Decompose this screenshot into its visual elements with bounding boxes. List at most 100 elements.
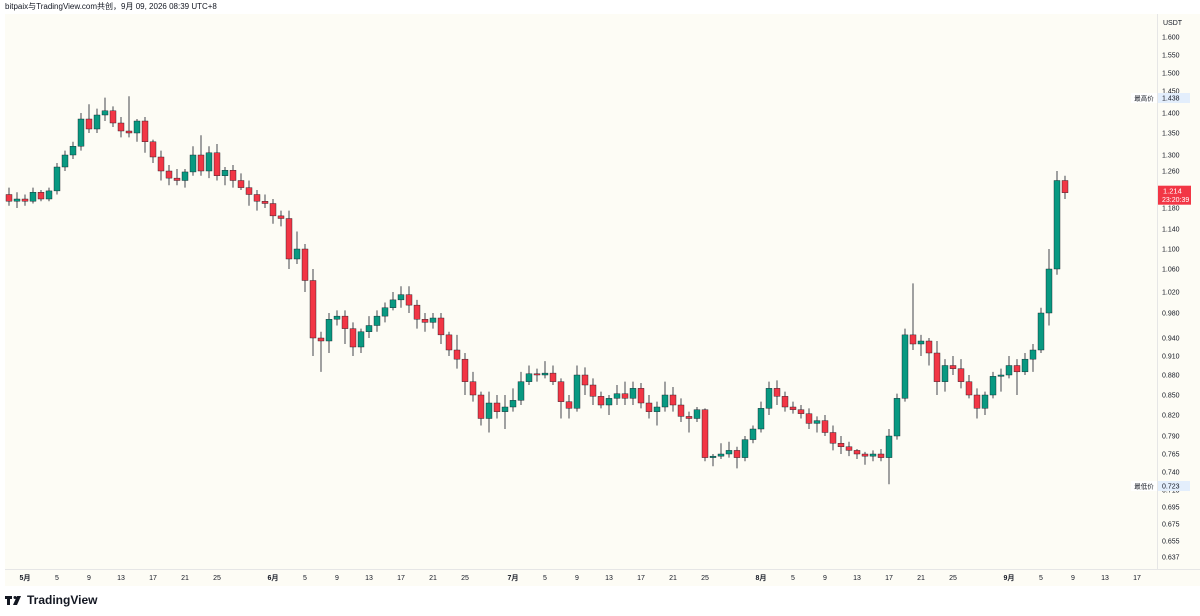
candle[interactable] xyxy=(461,353,469,395)
candle[interactable] xyxy=(357,328,365,353)
candle[interactable] xyxy=(397,286,405,308)
candle[interactable] xyxy=(45,187,53,202)
candle[interactable] xyxy=(365,316,373,338)
candle[interactable] xyxy=(733,446,741,469)
candle[interactable] xyxy=(269,199,277,224)
candle[interactable] xyxy=(405,286,413,313)
candle[interactable] xyxy=(133,119,141,142)
time-axis[interactable] xyxy=(5,569,1200,587)
candle[interactable] xyxy=(229,165,237,188)
candle[interactable] xyxy=(445,331,453,356)
candle[interactable] xyxy=(589,378,597,405)
candle[interactable] xyxy=(517,371,525,405)
candle[interactable] xyxy=(821,415,829,436)
candle[interactable] xyxy=(621,381,629,405)
candle[interactable] xyxy=(373,310,381,332)
candle[interactable] xyxy=(613,385,621,405)
candle[interactable] xyxy=(93,108,101,133)
candle[interactable] xyxy=(109,106,117,127)
candle[interactable] xyxy=(757,401,765,433)
candle[interactable] xyxy=(989,371,997,399)
candle[interactable] xyxy=(173,169,181,186)
candle[interactable] xyxy=(85,104,93,133)
candle[interactable] xyxy=(709,454,717,467)
candle[interactable] xyxy=(61,150,69,171)
candle[interactable] xyxy=(381,302,389,323)
candle[interactable] xyxy=(277,210,285,227)
candle[interactable] xyxy=(941,359,949,392)
candle[interactable] xyxy=(181,169,189,188)
candle[interactable] xyxy=(493,395,501,419)
candle[interactable] xyxy=(477,391,485,426)
candle[interactable] xyxy=(685,411,693,433)
candle[interactable] xyxy=(213,144,221,181)
candle[interactable] xyxy=(933,341,941,395)
candle[interactable] xyxy=(973,388,981,419)
candle[interactable] xyxy=(245,180,253,206)
candle[interactable] xyxy=(317,331,325,372)
candle[interactable] xyxy=(861,451,869,465)
candle[interactable] xyxy=(37,190,45,202)
candle[interactable] xyxy=(893,393,901,440)
candle[interactable] xyxy=(813,416,821,433)
candle[interactable] xyxy=(997,368,1005,392)
candle[interactable] xyxy=(1005,356,1013,379)
candle[interactable] xyxy=(637,383,645,409)
candle[interactable] xyxy=(237,173,245,190)
plot-area[interactable] xyxy=(5,14,1157,569)
candle[interactable] xyxy=(509,388,517,412)
candle[interactable] xyxy=(197,135,205,176)
candle[interactable] xyxy=(549,365,557,386)
candle[interactable] xyxy=(205,146,213,179)
candle[interactable] xyxy=(165,165,173,186)
candle[interactable] xyxy=(645,395,653,419)
candle[interactable] xyxy=(773,380,781,405)
candle[interactable] xyxy=(21,194,29,206)
candle[interactable] xyxy=(949,356,957,375)
candle[interactable] xyxy=(5,187,13,206)
candle[interactable] xyxy=(77,113,85,151)
candle[interactable] xyxy=(797,405,805,419)
candle[interactable] xyxy=(781,391,789,412)
candle[interactable] xyxy=(149,139,157,163)
candle[interactable] xyxy=(261,194,269,209)
candle[interactable] xyxy=(325,313,333,353)
candle[interactable] xyxy=(581,367,589,395)
candle[interactable] xyxy=(1053,171,1061,275)
candle[interactable] xyxy=(669,387,677,412)
candle[interactable] xyxy=(869,450,877,462)
candle[interactable] xyxy=(717,443,725,460)
candle[interactable] xyxy=(661,381,669,412)
candle[interactable] xyxy=(1037,307,1045,353)
candle[interactable] xyxy=(597,391,605,409)
candle[interactable] xyxy=(501,395,509,429)
candle[interactable] xyxy=(1029,344,1037,372)
candle[interactable] xyxy=(829,425,837,451)
candle[interactable] xyxy=(13,192,21,208)
candle[interactable] xyxy=(693,407,701,422)
candle[interactable] xyxy=(333,310,341,326)
candle[interactable] xyxy=(301,244,309,292)
candle[interactable] xyxy=(421,313,429,332)
candle[interactable] xyxy=(789,401,797,414)
candle[interactable] xyxy=(141,117,149,153)
candle[interactable] xyxy=(1045,249,1053,326)
candle[interactable] xyxy=(453,334,461,369)
candle[interactable] xyxy=(389,292,397,311)
candle[interactable] xyxy=(909,283,917,350)
candle[interactable] xyxy=(965,375,973,399)
price-axis[interactable] xyxy=(1157,14,1200,569)
candle[interactable] xyxy=(413,299,421,329)
candle[interactable] xyxy=(525,365,533,386)
candle[interactable] xyxy=(189,146,197,176)
candle[interactable] xyxy=(845,441,853,457)
candle[interactable] xyxy=(917,334,925,356)
candle[interactable] xyxy=(429,313,437,329)
candle[interactable] xyxy=(573,365,581,412)
candle[interactable] xyxy=(253,190,261,211)
tradingview-logo[interactable]: TradingView xyxy=(5,593,97,607)
candle[interactable] xyxy=(765,381,773,415)
candle[interactable] xyxy=(853,448,861,460)
candle[interactable] xyxy=(901,328,909,402)
